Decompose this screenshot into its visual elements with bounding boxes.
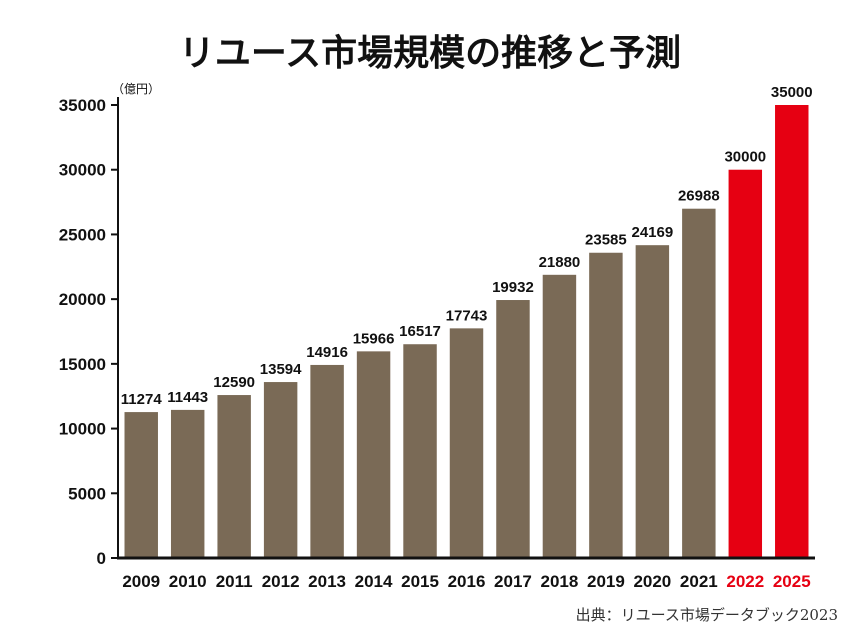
data-label: 13594 — [260, 361, 302, 378]
y-tick-label: 20000 — [59, 290, 106, 309]
x-tick-label: 2017 — [494, 572, 532, 591]
bar — [728, 169, 763, 558]
x-tick-label: 2014 — [355, 572, 393, 591]
x-tick-label: 2015 — [401, 572, 439, 591]
y-tick-label: 30000 — [59, 161, 106, 180]
y-tick-label: 25000 — [59, 225, 106, 244]
data-label: 19932 — [492, 279, 534, 296]
data-label: 35000 — [771, 84, 813, 101]
bar — [170, 409, 205, 558]
data-label: 23585 — [585, 232, 627, 249]
x-tick-label: 2012 — [262, 572, 300, 591]
data-label: 26988 — [678, 188, 720, 205]
bar — [635, 245, 670, 558]
data-label: 30000 — [724, 149, 766, 166]
bar — [263, 382, 298, 558]
data-label: 14916 — [306, 344, 348, 361]
bar — [310, 364, 344, 558]
data-label: 24169 — [632, 224, 674, 241]
y-tick-label: 15000 — [59, 355, 106, 374]
x-tick-label: 2025 — [773, 572, 811, 591]
y-unit-label: （億円） — [112, 82, 160, 96]
bar — [356, 351, 391, 558]
chart-title: リユース市場規模の推移と予測 — [179, 33, 681, 74]
bar — [589, 252, 623, 558]
data-label: 15966 — [353, 330, 395, 347]
y-axis: 0 5000 10000 15000 20000 25000 30000 35000 — [59, 96, 119, 568]
x-tick-label: 2010 — [169, 572, 207, 591]
source-note: 出典：リユース市場データブック2023 — [576, 606, 838, 624]
y-tick-label: 35000 — [59, 96, 106, 115]
y-tick-label: 10000 — [59, 420, 106, 439]
bar — [496, 300, 530, 558]
x-axis: 2009 2010 2011 2012 2013 2014 2015 2016 2017 2018… — [117, 556, 815, 591]
x-tick-label: 2021 — [680, 572, 718, 591]
x-tick-label: 2013 — [308, 572, 346, 591]
x-tick-label: 2019 — [587, 572, 625, 591]
bars — [124, 105, 809, 558]
bar — [124, 412, 158, 558]
bar — [682, 208, 716, 558]
bar — [403, 344, 437, 558]
x-tick-label: 2018 — [541, 572, 579, 591]
data-label: 17743 — [446, 307, 488, 324]
x-tick-label: 2020 — [633, 572, 671, 591]
bar — [217, 395, 251, 558]
data-label: 21880 — [539, 254, 581, 271]
bar — [449, 328, 484, 558]
data-label: 11443 — [167, 389, 208, 406]
data-label: 11274 — [121, 391, 163, 408]
x-tick-label: 2009 — [122, 572, 160, 591]
x-tick-label: 2022 — [726, 572, 764, 591]
data-label: 12590 — [213, 374, 255, 391]
y-tick-label: 5000 — [68, 484, 106, 503]
bar — [775, 105, 809, 558]
data-label: 16517 — [399, 323, 441, 340]
y-tick-label: 0 — [97, 549, 106, 568]
bar — [542, 274, 577, 558]
x-tick-label: 2011 — [216, 572, 253, 591]
x-tick-label: 2016 — [448, 572, 486, 591]
